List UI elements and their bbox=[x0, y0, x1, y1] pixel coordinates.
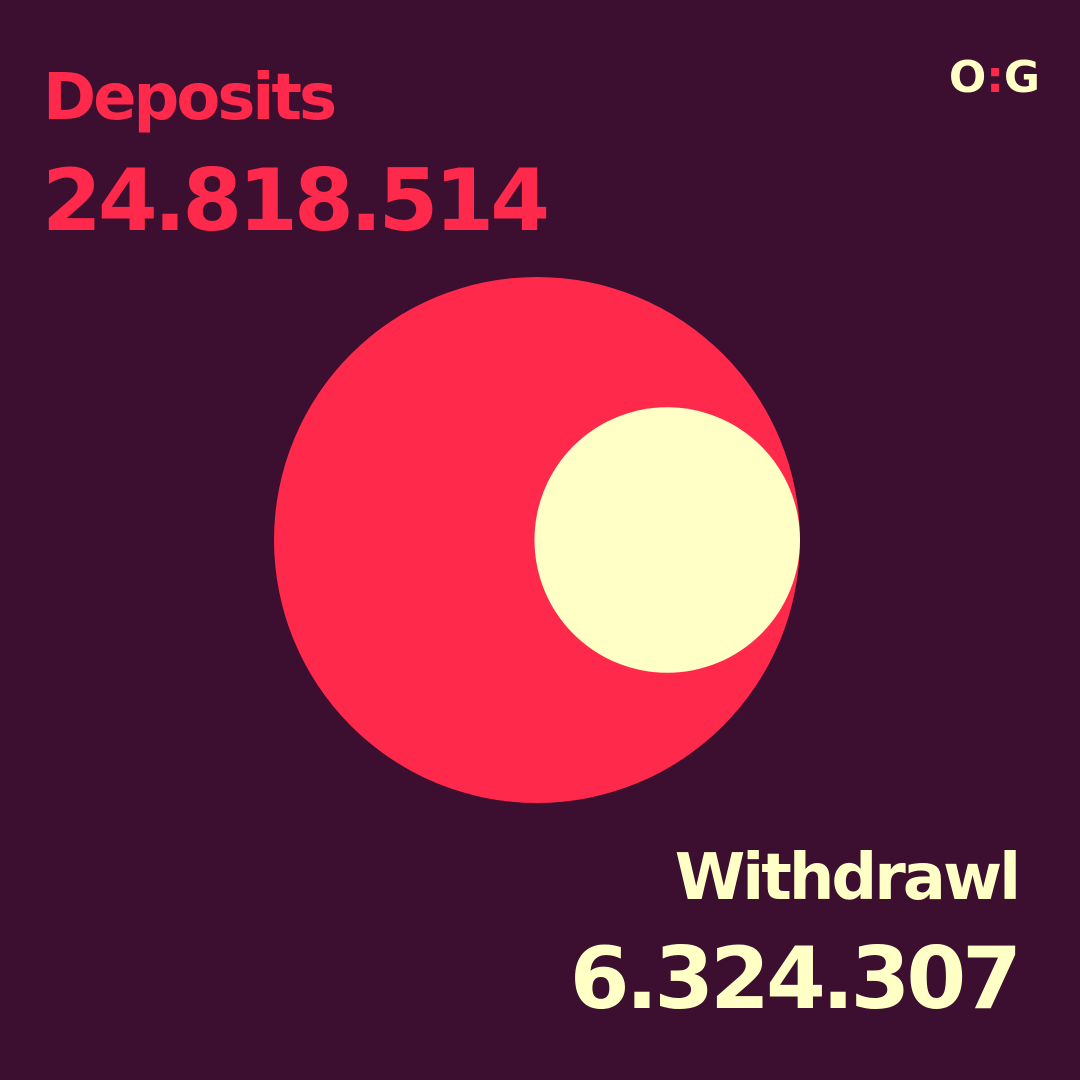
brand-logo: O:G bbox=[949, 56, 1040, 100]
logo-separator: : bbox=[986, 52, 1004, 103]
deposits-label: Deposits bbox=[43, 61, 337, 135]
withdrawl-circle bbox=[534, 407, 800, 673]
withdrawl-value: 6.324.307 bbox=[569, 929, 1022, 1029]
deposits-value: 24.818.514 bbox=[42, 151, 550, 251]
logo-letter-o: O bbox=[948, 52, 987, 103]
logo-letter-g: G bbox=[1003, 52, 1040, 103]
withdrawl-label: Withdrawl bbox=[674, 841, 1021, 915]
